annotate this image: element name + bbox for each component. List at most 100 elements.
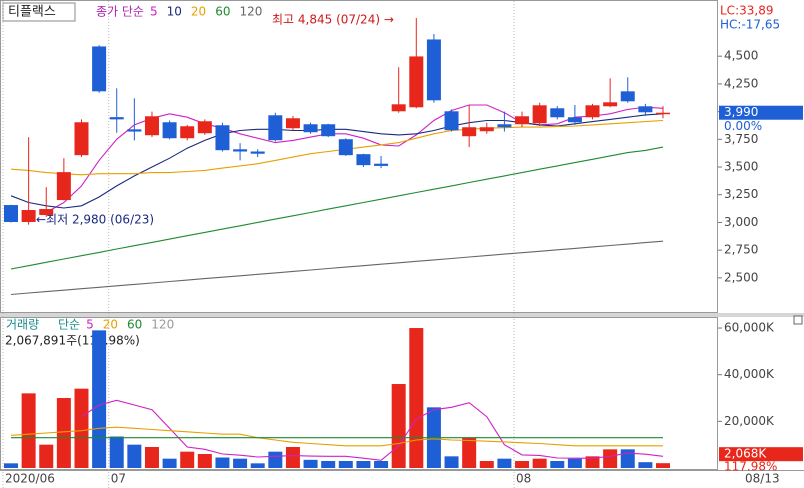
volume-bar xyxy=(656,463,670,468)
candle-body xyxy=(321,124,336,137)
candle-body xyxy=(268,115,283,141)
candle-body xyxy=(374,163,389,166)
title-box xyxy=(2,2,76,22)
candle-body xyxy=(127,129,142,132)
y-tick-label: 4,250 xyxy=(724,76,758,90)
volume-bar xyxy=(374,461,389,468)
y-tick-label: 3,750 xyxy=(724,132,758,146)
volume-panel-frame xyxy=(0,317,718,470)
high-annotation: 최고 4,845 (07/24) → xyxy=(272,13,394,27)
panel-divider xyxy=(0,313,804,317)
candle-body xyxy=(656,112,670,115)
volume-bar xyxy=(233,458,248,468)
y-tick-label: 3,250 xyxy=(724,187,758,201)
candle-body xyxy=(109,117,124,120)
candle-body xyxy=(532,105,547,124)
candle-body xyxy=(620,91,635,102)
legend-item: 20 xyxy=(191,5,206,19)
candle-body xyxy=(92,46,107,92)
volume-bar xyxy=(180,451,195,468)
legend-item: 5 xyxy=(150,5,158,19)
candle-body xyxy=(21,210,36,223)
indicator-lc: LC:33,89 xyxy=(720,4,773,18)
candle-body xyxy=(479,127,494,132)
volume-bar xyxy=(479,461,494,468)
moving-average-line xyxy=(10,240,664,296)
legend-item: 120 xyxy=(239,5,262,19)
volume-bar xyxy=(39,444,54,468)
volume-bar xyxy=(620,449,635,468)
volume-bar xyxy=(603,449,618,468)
volume-bar xyxy=(444,456,459,468)
volume-bar xyxy=(303,459,318,468)
legend-item: 60 xyxy=(215,5,230,19)
last-price-badge xyxy=(719,105,803,120)
volume-bar xyxy=(215,457,230,468)
volume-bar xyxy=(144,447,159,468)
volume-bar xyxy=(21,393,36,468)
candle-body xyxy=(550,108,565,118)
candle-body xyxy=(338,139,353,156)
y-tick-label: 2,750 xyxy=(724,243,758,257)
legend-item: 20 xyxy=(103,318,118,332)
candle-body xyxy=(180,126,195,139)
candle-body xyxy=(56,172,71,201)
indicator-hc: HC:-17,65 xyxy=(720,18,780,32)
volume-bar xyxy=(74,388,89,468)
volume-bar xyxy=(4,463,18,468)
candle-body xyxy=(391,104,406,112)
volume-bar xyxy=(162,458,177,468)
volume-bar xyxy=(250,463,265,468)
volume-bar xyxy=(567,458,582,468)
volume-bar xyxy=(515,461,530,468)
candle-body xyxy=(497,124,512,128)
volume-bar xyxy=(56,398,71,468)
volume-bar xyxy=(268,451,283,468)
candle-body xyxy=(162,122,177,139)
y-tick-label: 4,500 xyxy=(724,49,758,63)
y-tick-label: 2,500 xyxy=(724,270,758,284)
volume-bar xyxy=(285,447,300,468)
y-tick-label: 40,000K xyxy=(724,367,775,381)
legend-prefix: 단순 xyxy=(58,318,80,332)
x-tick-label: 2020/06 xyxy=(5,472,55,486)
volume-bar xyxy=(127,444,142,468)
volume-bar xyxy=(409,328,424,468)
last-volume-badge xyxy=(719,447,803,462)
end-date: 08/13 xyxy=(745,472,780,486)
y-tick-label: 20,000K xyxy=(724,414,775,428)
volume-bar xyxy=(321,461,336,468)
candle-body xyxy=(567,117,582,123)
candle-body xyxy=(197,121,212,134)
volume-bar xyxy=(109,436,124,468)
candle-body xyxy=(74,122,89,156)
moving-average-line xyxy=(10,146,664,270)
last-price-label: 3,990 xyxy=(724,105,758,119)
volume-bar xyxy=(550,461,565,468)
candle-body xyxy=(144,116,159,136)
y-tick-label: 3,500 xyxy=(724,160,758,174)
panel-close-button[interactable] xyxy=(793,315,803,325)
candle-body xyxy=(356,154,371,166)
candle-body xyxy=(233,149,248,152)
volume-bar xyxy=(497,458,512,468)
candle-body xyxy=(515,116,530,125)
x-tick-label: 08 xyxy=(516,472,531,486)
legend-item: 120 xyxy=(151,318,174,332)
candle-body xyxy=(4,205,18,223)
candle-body xyxy=(638,106,653,113)
volume-bar xyxy=(391,384,406,468)
candle-body xyxy=(444,111,459,131)
volume-bar xyxy=(532,458,547,468)
candle-body xyxy=(285,118,300,129)
candle-body xyxy=(215,125,230,151)
stock-name: 티플랙스 xyxy=(8,5,56,20)
volume-title: 거래량 xyxy=(6,318,39,332)
candle-body xyxy=(585,105,600,118)
volume-bar xyxy=(462,437,477,468)
volume-bar xyxy=(585,456,600,468)
legend-item: 5 xyxy=(86,318,94,332)
candle-body xyxy=(409,56,424,108)
volume-bar xyxy=(197,454,212,468)
